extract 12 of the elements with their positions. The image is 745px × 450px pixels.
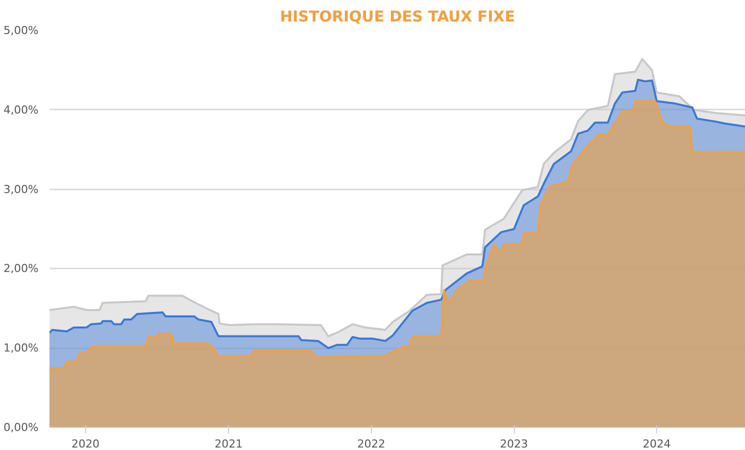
y-tick-label: 3,00% (4, 182, 39, 196)
x-tick-label: 2024 (642, 438, 671, 450)
x-tick-label: 2021 (214, 438, 243, 450)
x-tick-label: 2022 (357, 438, 386, 450)
y-tick-label: 2,00% (4, 262, 39, 276)
y-tick-label: 5,00% (4, 24, 39, 37)
x-tick-label: 2020 (71, 438, 100, 450)
x-tick-label: 2023 (500, 438, 528, 450)
y-tick-label: 4,00% (4, 103, 39, 116)
chart-title: HISTORIQUE DES TAUX FIXE (280, 8, 515, 26)
y-tick-label: 0,00% (4, 421, 39, 434)
y-tick-label: 1,00% (4, 342, 39, 355)
